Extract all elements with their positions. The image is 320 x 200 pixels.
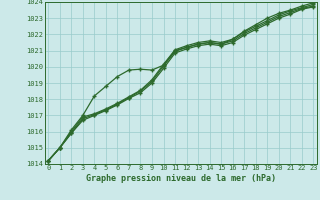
X-axis label: Graphe pression niveau de la mer (hPa): Graphe pression niveau de la mer (hPa): [86, 174, 276, 183]
